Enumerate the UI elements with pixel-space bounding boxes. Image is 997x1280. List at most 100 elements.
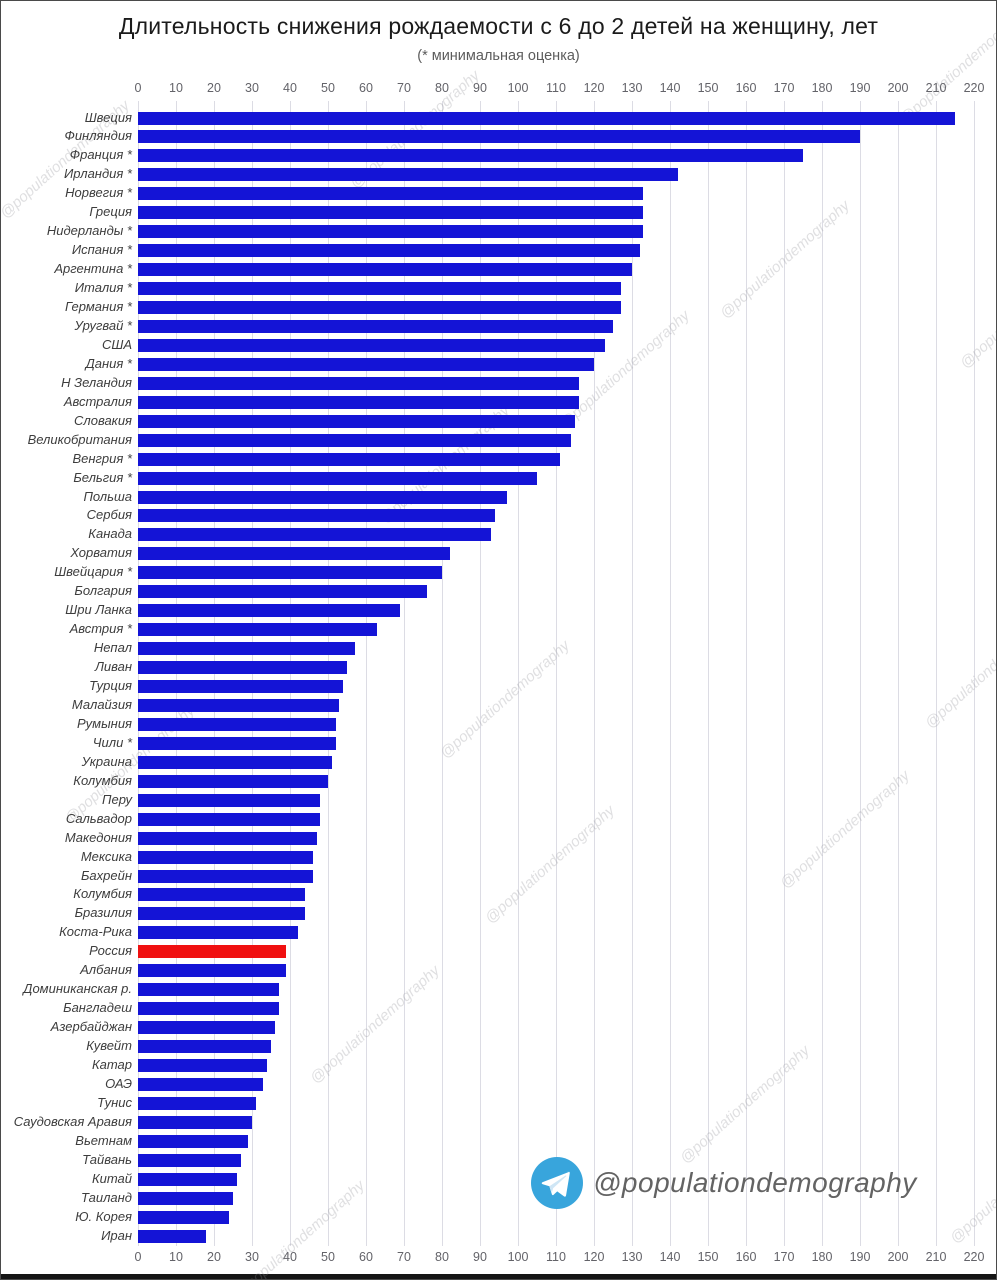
gridline <box>518 101 519 1246</box>
x-axis-tick-bottom: 120 <box>583 1250 605 1264</box>
x-axis-tick-top: 150 <box>697 81 719 95</box>
gridline <box>404 101 405 1246</box>
bar <box>138 983 279 997</box>
category-label: Сальвадор <box>65 810 132 826</box>
x-axis-tick-top: 80 <box>435 81 449 95</box>
category-label: Швейцария * <box>54 564 132 580</box>
x-axis-tick-bottom: 170 <box>773 1250 795 1264</box>
bar <box>138 149 803 163</box>
category-label: Перу <box>102 791 132 807</box>
x-axis-tick-top: 50 <box>321 81 335 95</box>
bar <box>138 698 340 712</box>
x-axis-tick-top: 160 <box>735 81 757 95</box>
category-label: Ирландия * <box>64 166 132 182</box>
bar <box>138 547 450 561</box>
category-label: Италия * <box>74 280 132 296</box>
bar <box>138 471 537 485</box>
bar <box>138 680 344 693</box>
bar <box>138 168 678 182</box>
category-label: Украина <box>81 753 132 769</box>
x-axis-tick-bottom: 150 <box>697 1250 719 1264</box>
category-label: Бельгия * <box>73 469 132 485</box>
tiled-watermark: @populationdemography <box>481 802 618 927</box>
tiled-watermark: @populationdemography <box>436 637 573 762</box>
category-label: Саудовская Аравия <box>13 1113 132 1129</box>
x-axis-tick-bottom: 50 <box>321 1250 335 1264</box>
bar <box>138 395 579 409</box>
bar <box>138 528 492 542</box>
gridline <box>556 101 557 1246</box>
category-label: Иран <box>101 1227 132 1243</box>
bar <box>138 414 575 428</box>
category-label: Австралия <box>63 393 132 409</box>
category-label: Ливан <box>94 659 132 675</box>
category-label: Дания * <box>85 355 132 371</box>
channel-handle: @populationdemography <box>593 1167 917 1198</box>
bar <box>138 130 860 144</box>
bar <box>138 509 496 523</box>
bar <box>138 566 442 580</box>
gridline <box>632 101 633 1246</box>
category-label: Колумбия <box>73 886 132 902</box>
category-label: Коста-Рика <box>59 924 132 940</box>
bar <box>138 1096 256 1110</box>
bar <box>138 244 640 258</box>
category-label: Колумбия <box>73 772 132 788</box>
x-axis-tick-bottom: 90 <box>473 1250 487 1264</box>
category-label: Македония <box>64 829 132 845</box>
bar <box>138 433 572 447</box>
category-label: Аргентина * <box>54 261 132 277</box>
x-axis-tick-top: 210 <box>925 81 947 95</box>
bar <box>138 755 332 769</box>
x-axis-tick-bottom: 0 <box>134 1250 142 1264</box>
category-label: Мексика <box>80 848 132 864</box>
category-label: Греция <box>89 204 132 220</box>
tiled-watermark: @populationdemography <box>676 1042 813 1167</box>
bar <box>138 850 313 864</box>
bar <box>138 301 621 314</box>
chart-subtitle: (* минимальная оценка) <box>417 48 580 64</box>
bar <box>138 812 321 826</box>
bar <box>138 1059 268 1072</box>
x-axis-tick-bottom: 60 <box>359 1250 373 1264</box>
bar <box>138 282 621 296</box>
bar <box>138 623 378 637</box>
x-axis-tick-top: 190 <box>849 81 871 95</box>
x-axis-tick-bottom: 130 <box>621 1250 643 1264</box>
bar <box>138 187 644 201</box>
x-axis-tick-bottom: 190 <box>849 1250 871 1264</box>
x-axis-tick-top: 140 <box>659 81 681 95</box>
bar <box>138 964 287 978</box>
bar <box>138 661 347 675</box>
bar <box>138 357 594 371</box>
category-label: Таиланд <box>80 1189 132 1205</box>
bar <box>138 926 298 940</box>
gridline <box>822 101 823 1246</box>
x-axis-tick-bottom: 30 <box>245 1250 259 1264</box>
gridline <box>936 101 937 1246</box>
tiled-watermark: @populationdemography <box>956 247 997 372</box>
chart-title: Длительность снижения рождаемости с 6 до… <box>118 13 879 39</box>
gridline <box>442 101 443 1246</box>
category-label: Чили * <box>92 734 132 750</box>
category-label: Испания * <box>71 242 132 258</box>
category-label: Франция * <box>69 147 132 163</box>
bar <box>138 111 955 125</box>
gridline <box>746 101 747 1246</box>
x-axis-tick-top: 110 <box>546 81 566 95</box>
category-label: Азербайджан <box>50 1019 132 1035</box>
category-label: Турция <box>89 678 132 693</box>
category-label: Непал <box>93 640 132 656</box>
x-axis-tick-top: 60 <box>359 81 373 95</box>
x-axis-tick-top: 40 <box>283 81 297 95</box>
category-label: Бразилия <box>74 905 132 921</box>
bar <box>138 452 560 466</box>
channel-watermark: @populationdemography <box>531 1157 917 1209</box>
gridline <box>708 101 709 1246</box>
bar <box>138 1021 275 1035</box>
bar <box>138 1134 249 1148</box>
bar <box>138 1229 207 1243</box>
bar <box>138 736 336 750</box>
x-axis-tick-bottom: 220 <box>963 1250 985 1264</box>
